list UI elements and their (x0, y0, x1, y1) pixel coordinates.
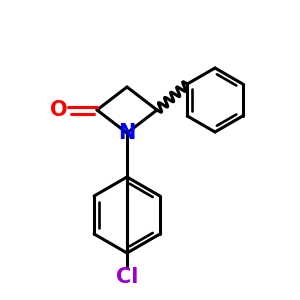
Text: Cl: Cl (116, 267, 138, 287)
Text: O: O (50, 100, 68, 120)
Text: N: N (118, 123, 136, 143)
